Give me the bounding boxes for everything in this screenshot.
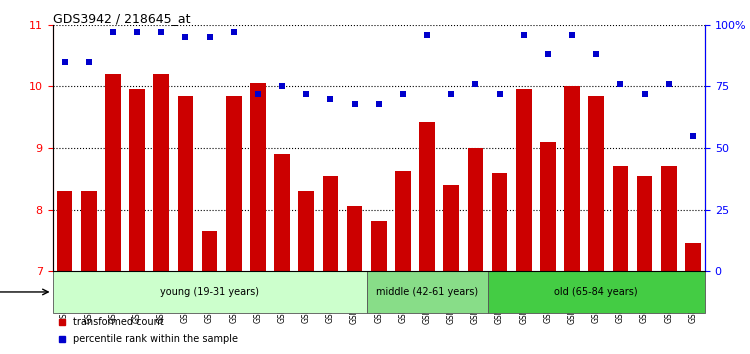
Bar: [685, 244, 700, 354]
Bar: [589, 96, 604, 354]
FancyBboxPatch shape: [488, 271, 705, 313]
Bar: [178, 96, 194, 354]
Bar: [129, 90, 145, 354]
Point: [131, 29, 143, 35]
Point: [566, 32, 578, 38]
Point: [58, 59, 70, 64]
Bar: [298, 191, 314, 354]
Point: [687, 133, 699, 138]
Bar: [467, 148, 483, 354]
Text: young (19-31 years): young (19-31 years): [160, 287, 259, 297]
Bar: [226, 96, 242, 354]
Point: [325, 96, 337, 102]
Bar: [250, 83, 266, 354]
Bar: [637, 176, 652, 354]
Point: [349, 101, 361, 107]
Text: transformed count: transformed count: [74, 318, 164, 327]
Bar: [516, 90, 532, 354]
Text: percentile rank within the sample: percentile rank within the sample: [74, 335, 238, 344]
FancyBboxPatch shape: [367, 271, 488, 313]
Bar: [274, 154, 290, 354]
Bar: [419, 122, 435, 354]
Bar: [443, 185, 459, 354]
Bar: [492, 173, 508, 354]
Bar: [613, 166, 628, 354]
Point: [421, 32, 433, 38]
Bar: [540, 142, 556, 354]
Text: middle (42-61 years): middle (42-61 years): [376, 287, 478, 297]
Bar: [395, 171, 411, 354]
Point: [494, 91, 506, 97]
Point: [82, 59, 94, 64]
Point: [228, 29, 240, 35]
Bar: [105, 74, 121, 354]
Point: [542, 52, 554, 57]
Bar: [81, 191, 97, 354]
Point: [276, 84, 288, 89]
Bar: [371, 221, 386, 354]
Point: [179, 34, 191, 40]
Point: [446, 91, 458, 97]
Point: [518, 32, 530, 38]
Text: GDS3942 / 218645_at: GDS3942 / 218645_at: [53, 12, 190, 25]
Point: [614, 81, 626, 87]
Text: old (65-84 years): old (65-84 years): [554, 287, 638, 297]
Bar: [202, 231, 217, 354]
Point: [252, 91, 264, 97]
Point: [397, 91, 409, 97]
Bar: [346, 206, 362, 354]
Point: [155, 29, 167, 35]
Point: [203, 34, 215, 40]
FancyBboxPatch shape: [53, 271, 367, 313]
Point: [470, 81, 482, 87]
Bar: [564, 86, 580, 354]
Bar: [57, 191, 73, 354]
Bar: [661, 166, 676, 354]
Point: [663, 81, 675, 87]
Bar: [154, 74, 169, 354]
Point: [638, 91, 650, 97]
Point: [300, 91, 312, 97]
Point: [373, 101, 385, 107]
Point: [107, 29, 119, 35]
Bar: [322, 176, 338, 354]
Point: [590, 52, 602, 57]
